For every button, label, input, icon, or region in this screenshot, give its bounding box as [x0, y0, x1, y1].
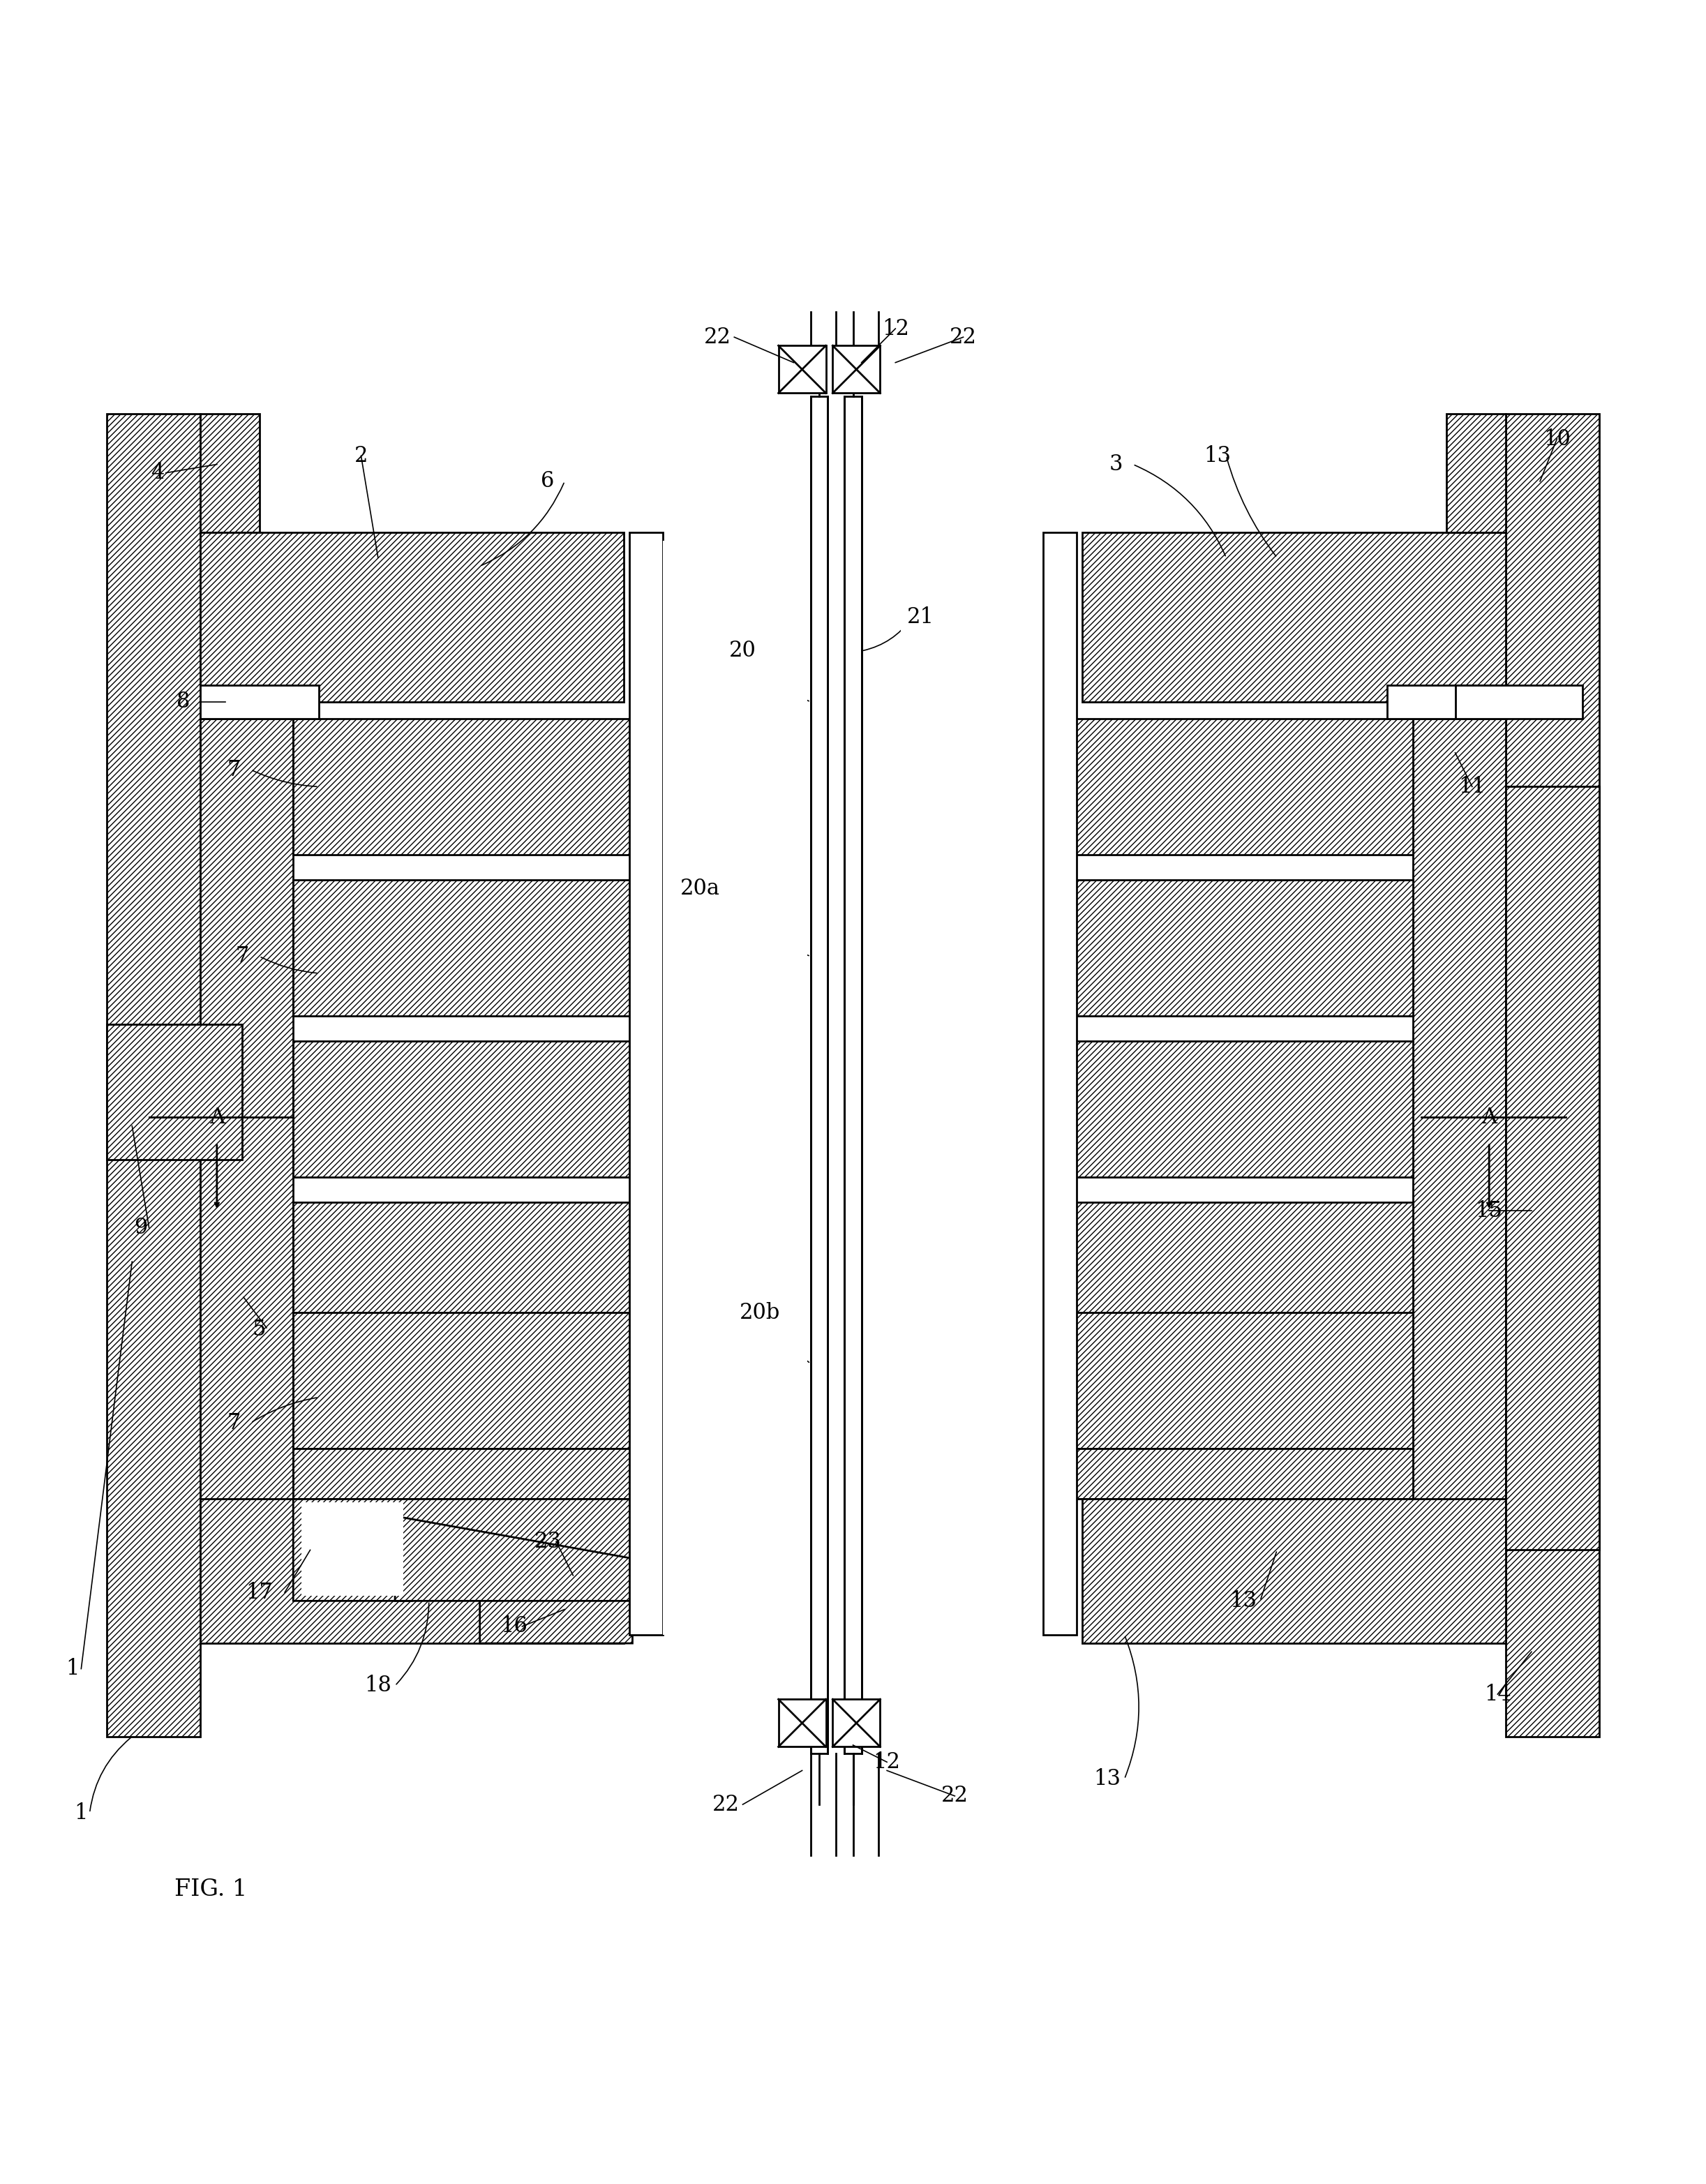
Text: 13: 13 — [1094, 1769, 1121, 1791]
Bar — [1073, 1448, 1413, 1498]
Bar — [664, 542, 807, 1636]
Bar — [1506, 413, 1600, 1736]
Text: 2: 2 — [355, 446, 368, 467]
Polygon shape — [396, 1516, 633, 1601]
Bar — [1455, 686, 1583, 719]
Bar — [833, 1699, 880, 1747]
Text: 10: 10 — [1544, 428, 1571, 450]
Bar — [293, 880, 633, 1016]
Text: FIG. 1: FIG. 1 — [174, 1878, 247, 1900]
Text: A: A — [1481, 1107, 1496, 1129]
Bar — [106, 1024, 242, 1160]
Text: 3: 3 — [1109, 454, 1123, 476]
Text: 7: 7 — [227, 1413, 241, 1433]
Bar — [293, 719, 633, 854]
Bar — [810, 397, 827, 1754]
Text: 23: 23 — [534, 1531, 561, 1553]
Bar — [200, 1498, 624, 1642]
Text: 13: 13 — [1230, 1590, 1257, 1612]
Bar — [293, 1313, 633, 1448]
Bar — [1447, 413, 1506, 533]
Text: 1: 1 — [75, 1802, 89, 1824]
Polygon shape — [1073, 1498, 1413, 1601]
Text: 15: 15 — [1476, 1199, 1503, 1221]
Bar — [1073, 1042, 1413, 1177]
Bar — [778, 1699, 826, 1747]
Bar — [844, 397, 862, 1754]
Bar — [106, 413, 200, 1736]
Text: 22: 22 — [950, 325, 978, 347]
Bar — [901, 542, 1041, 1636]
Text: 22: 22 — [942, 1784, 969, 1806]
Text: 22: 22 — [711, 1793, 739, 1815]
Text: 6: 6 — [541, 470, 554, 491]
Bar — [1506, 786, 1600, 1551]
Bar — [302, 1503, 404, 1597]
Text: A: A — [210, 1107, 225, 1129]
Bar — [200, 413, 259, 533]
Text: 12: 12 — [882, 319, 909, 339]
Bar — [1042, 533, 1076, 1636]
Polygon shape — [293, 1498, 633, 1642]
Bar — [1073, 1313, 1413, 1448]
Text: 8: 8 — [176, 690, 189, 712]
Bar — [778, 345, 826, 393]
Bar — [200, 719, 293, 1618]
Text: 11: 11 — [1459, 775, 1486, 797]
Bar — [200, 686, 319, 719]
Text: 20: 20 — [728, 640, 756, 662]
Text: 14: 14 — [1484, 1684, 1512, 1706]
Bar — [293, 1448, 633, 1498]
Bar — [1387, 686, 1506, 719]
Text: 4: 4 — [150, 463, 164, 483]
Bar — [293, 1042, 633, 1177]
Bar — [293, 1201, 633, 1339]
Bar — [1073, 719, 1413, 854]
Text: 5: 5 — [252, 1319, 266, 1341]
Bar — [833, 345, 880, 393]
Bar — [200, 533, 624, 701]
Text: 20b: 20b — [739, 1302, 780, 1324]
Text: 22: 22 — [703, 325, 730, 347]
Bar — [1082, 533, 1506, 701]
Text: 1: 1 — [67, 1658, 80, 1679]
Text: 12: 12 — [873, 1752, 901, 1773]
Text: 18: 18 — [365, 1675, 392, 1697]
Text: 7: 7 — [227, 758, 241, 780]
Text: 20a: 20a — [681, 878, 720, 900]
Text: 9: 9 — [133, 1216, 147, 1238]
Bar — [1073, 880, 1413, 1016]
Text: 16: 16 — [500, 1616, 527, 1638]
Text: 21: 21 — [908, 607, 935, 627]
Text: 13: 13 — [1204, 446, 1232, 467]
Text: 17: 17 — [246, 1581, 273, 1603]
Bar — [1082, 1498, 1506, 1642]
Text: 7: 7 — [235, 946, 249, 968]
Bar — [1413, 719, 1506, 1618]
Bar — [630, 533, 664, 1636]
Bar — [1073, 1201, 1413, 1339]
